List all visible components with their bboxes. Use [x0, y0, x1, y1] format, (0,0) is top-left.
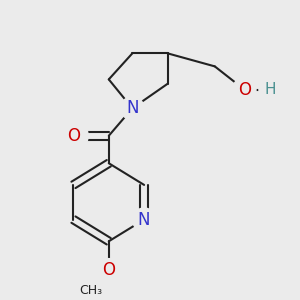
Text: H: H: [265, 82, 277, 97]
Circle shape: [59, 121, 88, 150]
Text: N: N: [138, 211, 150, 229]
Circle shape: [121, 97, 144, 120]
Circle shape: [97, 259, 121, 282]
Text: O: O: [102, 261, 115, 279]
Circle shape: [132, 208, 156, 231]
Circle shape: [232, 78, 256, 101]
Text: N: N: [126, 99, 139, 117]
Text: O: O: [238, 80, 251, 98]
Circle shape: [259, 78, 283, 101]
Text: CH₃: CH₃: [80, 284, 103, 297]
Text: O: O: [67, 127, 80, 145]
